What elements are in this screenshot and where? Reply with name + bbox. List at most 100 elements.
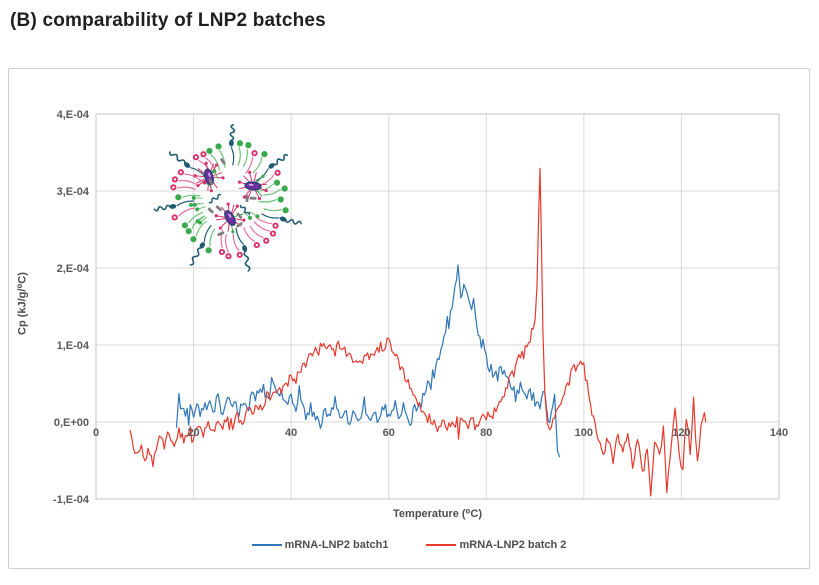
lnp-illustration-part	[274, 224, 277, 227]
y-tick-label: 2,E-04	[57, 263, 90, 275]
legend-label-batch1: mRNA-LNP2 batch1	[284, 539, 389, 551]
lnp-illustration-part	[235, 204, 239, 208]
lnp-illustration-part	[231, 230, 235, 234]
lnp-illustration-part	[245, 156, 254, 174]
lnp-illustration-part	[198, 220, 203, 225]
lnp-illustration-part	[230, 146, 235, 166]
lnp-illustration-part	[255, 189, 263, 197]
lnp-illustration-part	[263, 188, 282, 196]
lnp-illustration-part	[282, 207, 289, 214]
lnp-illustration-part	[220, 229, 224, 249]
lnp-illustration-part	[176, 200, 195, 207]
lnp-illustration-part	[188, 202, 193, 207]
x-axis-title: Temperature (⁰C)	[393, 508, 482, 520]
x-tick-label: 20	[187, 427, 199, 439]
lnp-illustration-part	[242, 227, 256, 243]
lnp-illustration-part	[220, 250, 224, 254]
lnp-illustration-part	[178, 207, 195, 217]
lnp-illustration-part	[277, 196, 284, 203]
lnp-illustration-part	[196, 184, 200, 188]
lnp-illustration-part	[202, 153, 205, 156]
lnp-illustration-part	[221, 176, 225, 180]
lnp-illustration-part	[191, 195, 196, 200]
lnp-illustration-part	[224, 210, 236, 226]
lnp-illustration-part	[184, 162, 191, 168]
lnp-illustration-part	[236, 212, 243, 219]
lnp-illustration-part	[189, 247, 202, 266]
x-tick-label: 100	[575, 427, 593, 439]
lnp-illustration-part	[173, 178, 177, 181]
lnp-illustration-part	[153, 204, 171, 212]
lnp-illustration-part	[215, 143, 222, 150]
lnp-illustration-part	[192, 202, 197, 207]
lnp-illustration-part	[169, 204, 177, 209]
x-tick-label: 60	[383, 427, 395, 439]
legend-line-batch2-icon	[426, 544, 457, 546]
lnp-illustration-part	[178, 179, 197, 186]
lnp-illustration-part	[239, 204, 251, 216]
lnp-illustration-part	[242, 148, 248, 168]
lnp-illustration-part	[248, 170, 252, 174]
page-title: (B) comparability of LNP2 batches	[10, 10, 326, 31]
lnp-illustration-part	[268, 163, 275, 169]
y-axis-title: Cp (kJ/g/⁰C)	[16, 272, 29, 336]
lnp-illustration-part	[236, 140, 244, 147]
lnp-illustration-part	[175, 194, 182, 201]
plot-area-border	[95, 113, 780, 500]
lnp-illustration-part	[220, 158, 226, 165]
lnp-illustration-part	[205, 247, 212, 254]
lnp-illustration-part	[255, 214, 260, 219]
lnp-illustration-part	[214, 214, 218, 218]
lnp-illustration-part	[236, 222, 243, 228]
legend-item-batch1: mRNA-LNP2 batch1	[251, 539, 389, 551]
lnp-illustration-part	[242, 195, 247, 199]
lnp-illustration-part	[253, 151, 256, 155]
x-tick-label: 140	[770, 427, 788, 439]
lnp-illustration-part	[216, 218, 226, 221]
lnp-illustration-part	[245, 142, 252, 149]
lnp-illustration-part	[204, 161, 208, 165]
lnp-illustration-part	[242, 245, 248, 252]
lnp-illustration-part	[214, 163, 219, 167]
lnp-illustration-part	[202, 180, 207, 185]
lnp-illustration-part	[217, 231, 225, 237]
lnp-illustration-part	[184, 173, 202, 182]
lnp-illustration-part	[218, 226, 222, 230]
lnp-illustration-part	[185, 228, 192, 235]
lnp-illustration-part	[249, 196, 257, 200]
lnp-illustration-part	[218, 150, 226, 168]
lnp-illustration-part	[209, 189, 213, 193]
lnp-illustration-part	[255, 243, 259, 247]
lnp-illustration-part	[238, 253, 241, 257]
lnp-illustration-part	[285, 218, 302, 225]
lnp-illustration-part	[181, 222, 189, 229]
lnp-illustration-part	[208, 172, 211, 178]
lnp-illustration-part	[258, 198, 277, 203]
lnp-illustration-part	[232, 233, 240, 252]
lnp-illustration-part	[197, 168, 206, 175]
lnp-illustration-part	[242, 218, 246, 222]
lnp-illustration-part	[206, 147, 213, 155]
lnp-illustration-part	[207, 207, 214, 214]
lnp-illustration	[153, 124, 302, 272]
lnp-illustration-part	[252, 157, 263, 174]
lnp-illustration-part	[245, 195, 249, 203]
x-tick-label: 80	[480, 427, 492, 439]
lnp-illustration-part	[261, 150, 268, 158]
lnp-illustration-part	[195, 207, 200, 212]
x-tick-label: 120	[672, 427, 690, 439]
series-line-batch2	[129, 167, 707, 497]
y-tick-label: 4,E-04	[57, 109, 90, 121]
lnp-illustration-part	[210, 163, 214, 173]
y-tick-label: 3,E-04	[57, 186, 90, 198]
chart-card: 0 20 40 60 80 100 120 140 4,E-04 3,E-04 2,E-04 1,E-…	[8, 68, 810, 569]
lnp-illustration-part	[237, 180, 242, 184]
lnp-illustration-part	[253, 221, 271, 232]
legend-line-batch1-icon	[251, 544, 282, 546]
lnp-illustration-part	[231, 204, 235, 214]
lnp-illustration-part	[273, 153, 289, 166]
lnp-illustration-part	[248, 215, 253, 220]
x-tick-label: 40	[285, 427, 297, 439]
legend-label-batch2: mRNA-LNP2 batch 2	[459, 539, 567, 551]
lnp-illustration-part	[264, 189, 268, 193]
